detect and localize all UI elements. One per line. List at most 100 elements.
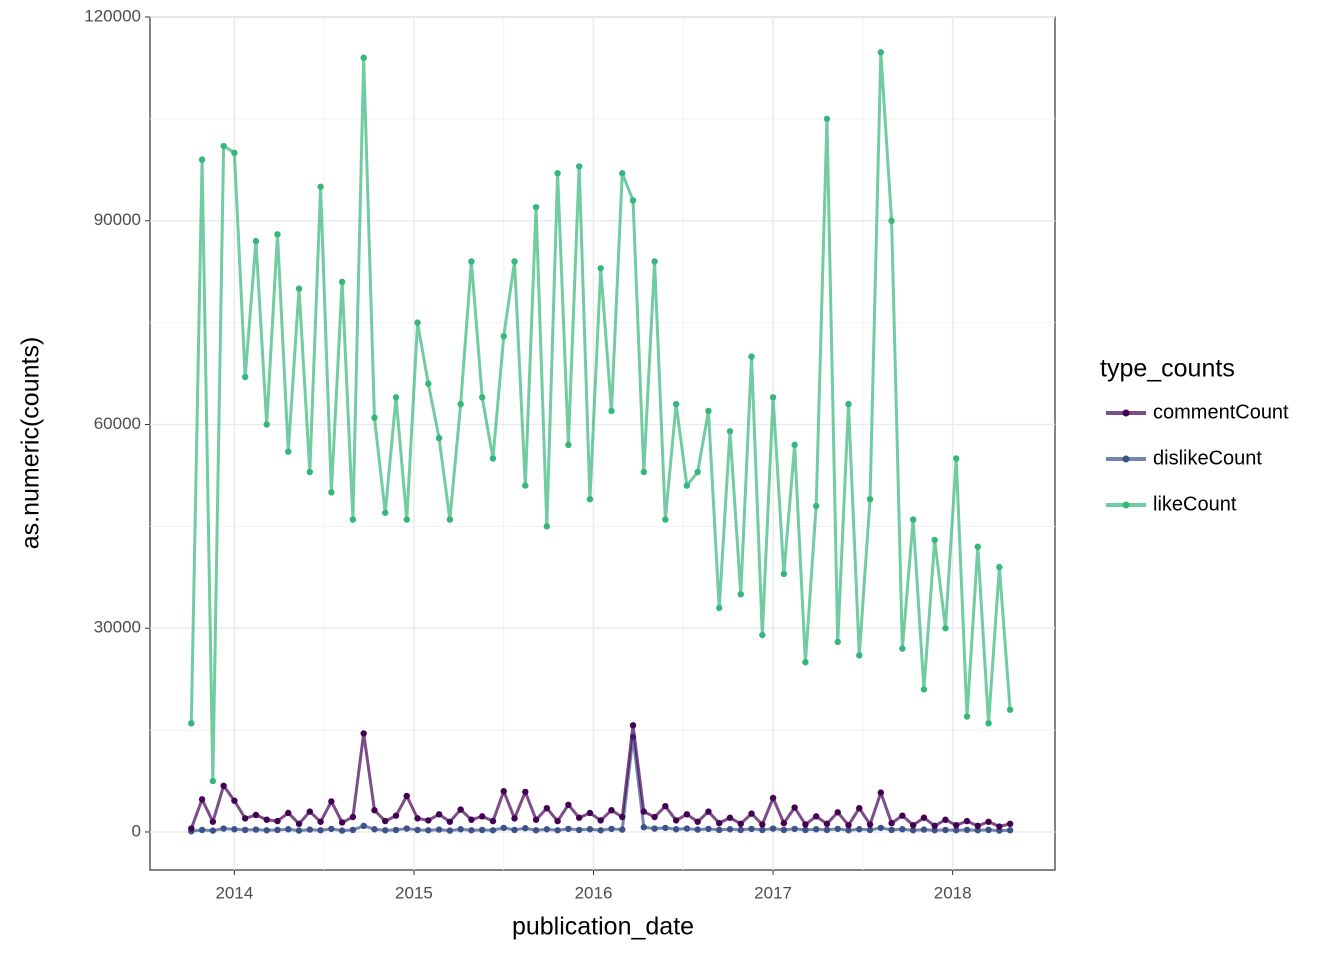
- point: [425, 380, 432, 387]
- point: [834, 638, 841, 646]
- point: [489, 455, 497, 462]
- point: [640, 468, 647, 476]
- y-tick-label: 120000: [84, 6, 141, 25]
- point: [414, 815, 421, 822]
- point: [231, 826, 238, 833]
- point: [360, 730, 367, 737]
- point: [974, 827, 981, 834]
- point: [780, 826, 788, 834]
- point: [360, 822, 367, 830]
- point: [1006, 827, 1014, 834]
- point: [220, 782, 227, 789]
- point: [188, 720, 195, 727]
- point: [748, 825, 755, 833]
- point: [478, 826, 486, 834]
- point: [586, 495, 594, 503]
- x-tick-label: 2016: [575, 883, 613, 902]
- point: [705, 407, 712, 415]
- point: [425, 827, 432, 834]
- point: [1006, 706, 1014, 713]
- point: [317, 183, 324, 190]
- point: [920, 826, 928, 833]
- point: [231, 149, 238, 157]
- point: [877, 789, 885, 796]
- legend-label: commentCount: [1153, 401, 1289, 423]
- point: [414, 319, 421, 326]
- x-axis-title: publication_date: [512, 913, 694, 941]
- point: [371, 826, 378, 833]
- point: [241, 373, 249, 381]
- point: [575, 163, 583, 170]
- point: [694, 818, 701, 825]
- point: [963, 817, 971, 825]
- legend-key: [1122, 501, 1130, 509]
- point: [382, 509, 389, 516]
- point: [672, 826, 680, 833]
- point: [371, 414, 378, 421]
- point: [812, 826, 820, 833]
- legend-label: likeCount: [1153, 493, 1237, 515]
- point: [231, 797, 238, 804]
- point: [338, 827, 346, 834]
- point: [726, 814, 734, 821]
- x-tick-label: 2015: [395, 883, 433, 902]
- point: [856, 826, 863, 833]
- point: [705, 825, 712, 833]
- point: [942, 826, 949, 834]
- x-tick-label: 2017: [754, 883, 792, 902]
- point: [500, 824, 507, 832]
- point: [209, 818, 217, 825]
- point: [198, 156, 206, 163]
- point: [522, 825, 529, 832]
- point: [392, 394, 400, 401]
- point: [780, 819, 788, 827]
- point: [457, 826, 464, 833]
- point: [694, 468, 701, 476]
- point: [737, 820, 744, 828]
- point: [252, 826, 260, 833]
- point: [899, 826, 906, 833]
- point: [651, 813, 658, 821]
- point: [716, 819, 723, 827]
- point: [802, 658, 809, 666]
- point: [457, 400, 464, 408]
- point: [575, 814, 583, 821]
- point: [435, 826, 443, 833]
- point: [263, 421, 270, 428]
- point: [295, 820, 303, 828]
- point: [306, 468, 314, 476]
- point: [640, 824, 647, 831]
- point: [274, 231, 281, 238]
- point: [597, 827, 604, 834]
- point: [931, 827, 938, 834]
- point: [295, 285, 303, 292]
- point: [888, 217, 895, 224]
- point: [619, 813, 626, 821]
- point: [651, 258, 658, 265]
- point: [845, 827, 852, 834]
- point: [694, 826, 701, 833]
- point: [328, 489, 335, 496]
- point: [974, 543, 981, 550]
- point: [317, 827, 324, 834]
- point: [963, 826, 971, 834]
- point: [274, 817, 281, 825]
- point: [285, 809, 292, 817]
- point: [823, 820, 831, 828]
- point: [866, 495, 874, 503]
- point: [834, 809, 841, 816]
- point: [823, 826, 831, 834]
- point: [920, 686, 928, 693]
- point: [457, 806, 464, 813]
- point: [877, 824, 885, 832]
- point: [565, 801, 572, 809]
- point: [629, 722, 637, 729]
- point: [619, 826, 626, 833]
- point: [1006, 820, 1014, 828]
- point: [371, 807, 378, 814]
- point: [575, 826, 583, 834]
- point: [683, 811, 691, 818]
- point: [985, 818, 992, 825]
- point: [532, 816, 540, 823]
- point: [500, 332, 507, 340]
